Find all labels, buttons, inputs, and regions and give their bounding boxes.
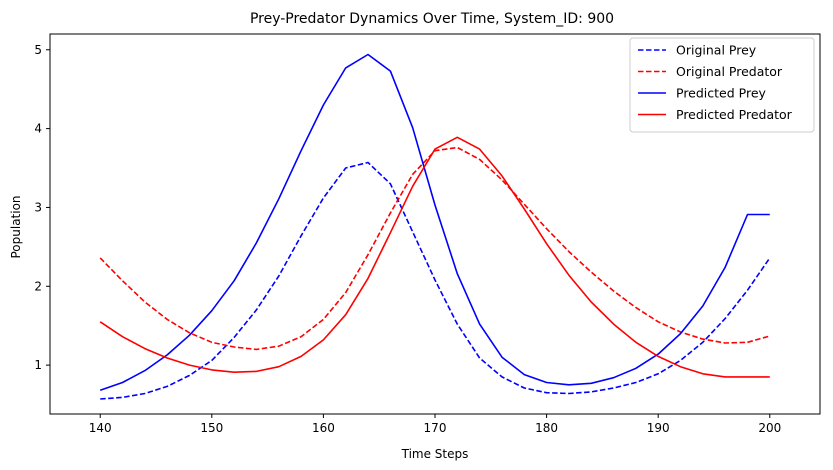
x-tick-label: 190 xyxy=(647,421,670,435)
y-axis-label: Population xyxy=(9,195,23,258)
series-line-2 xyxy=(99,146,771,351)
x-tick-label: 140 xyxy=(89,421,112,435)
series-line-3 xyxy=(99,53,770,392)
x-tick-label: 150 xyxy=(200,421,223,435)
y-tick-label: 2 xyxy=(34,279,42,293)
y-tick-label: 4 xyxy=(34,122,42,136)
legend: Original Prey Original Predator Predicted … xyxy=(629,37,815,133)
y-tick-label: 5 xyxy=(34,43,42,57)
x-tick-label: 170 xyxy=(424,421,447,435)
series-line-4 xyxy=(99,136,770,378)
x-tick-label: 160 xyxy=(312,421,335,435)
x-tick-label: 200 xyxy=(758,421,781,435)
y-tick-label: 3 xyxy=(34,200,42,214)
plot-area: 140 150 160 170 180 190 200 1 2 3 4 5 xyxy=(34,33,821,435)
series-line-1 xyxy=(100,161,771,400)
legend-label: Predicted Predator xyxy=(676,107,793,122)
y-tick-label: 1 xyxy=(34,358,42,372)
x-tick-label: 180 xyxy=(535,421,558,435)
legend-label: Original Prey xyxy=(676,43,757,58)
legend-label: Predicted Prey xyxy=(676,86,767,101)
legend-box xyxy=(629,37,815,133)
x-axis-label: Time Steps xyxy=(401,447,469,461)
chart-title: Prey-Predator Dynamics Over Time, System… xyxy=(250,11,614,27)
legend-label: Original Predator xyxy=(676,64,783,79)
